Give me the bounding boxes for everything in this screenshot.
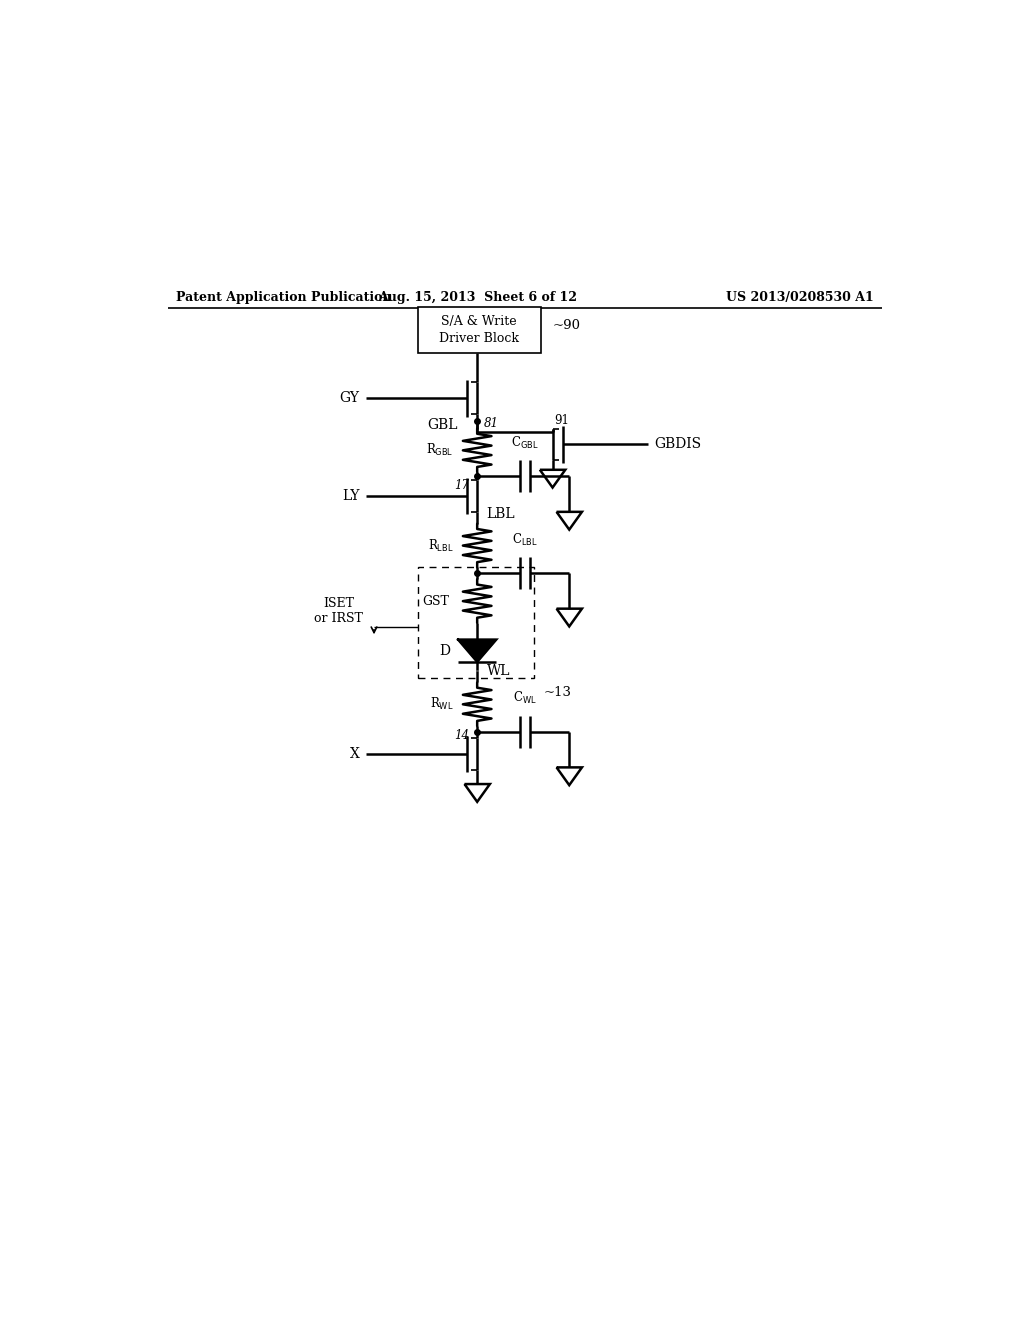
Text: C$_{\rm LBL}$: C$_{\rm LBL}$ — [512, 532, 538, 548]
Text: Patent Application Publication: Patent Application Publication — [176, 292, 391, 304]
Text: C$_{\rm WL}$: C$_{\rm WL}$ — [513, 690, 537, 706]
Text: ~13: ~13 — [544, 686, 571, 700]
Text: S/A & Write
Driver Block: S/A & Write Driver Block — [439, 315, 519, 345]
Text: GST: GST — [423, 594, 450, 607]
Text: Aug. 15, 2013  Sheet 6 of 12: Aug. 15, 2013 Sheet 6 of 12 — [378, 292, 577, 304]
Text: WL: WL — [486, 664, 510, 678]
Text: 14: 14 — [455, 729, 469, 742]
Text: X: X — [350, 747, 359, 760]
Text: C$_{\rm GBL}$: C$_{\rm GBL}$ — [511, 434, 539, 450]
Text: R$_{\rm LBL}$: R$_{\rm LBL}$ — [428, 537, 454, 553]
Text: ISET
or IRST: ISET or IRST — [314, 597, 362, 624]
Text: 81: 81 — [483, 417, 499, 430]
Bar — [418, 566, 535, 677]
Text: GBDIS: GBDIS — [654, 437, 701, 451]
Text: 91: 91 — [554, 414, 569, 426]
Polygon shape — [458, 640, 497, 661]
Text: GBL: GBL — [427, 417, 458, 432]
Text: R$_{\rm WL}$: R$_{\rm WL}$ — [430, 696, 454, 713]
Text: FIG. 6: FIG. 6 — [434, 319, 520, 347]
Text: LY: LY — [342, 488, 359, 503]
Text: D: D — [439, 644, 451, 657]
Text: LBL: LBL — [486, 507, 515, 521]
Text: R$_{\rm GBL}$: R$_{\rm GBL}$ — [426, 442, 454, 458]
Bar — [418, 308, 541, 354]
Text: 17: 17 — [455, 479, 469, 491]
Text: US 2013/0208530 A1: US 2013/0208530 A1 — [726, 292, 873, 304]
Text: GY: GY — [340, 391, 359, 405]
Text: ~90: ~90 — [553, 319, 581, 333]
